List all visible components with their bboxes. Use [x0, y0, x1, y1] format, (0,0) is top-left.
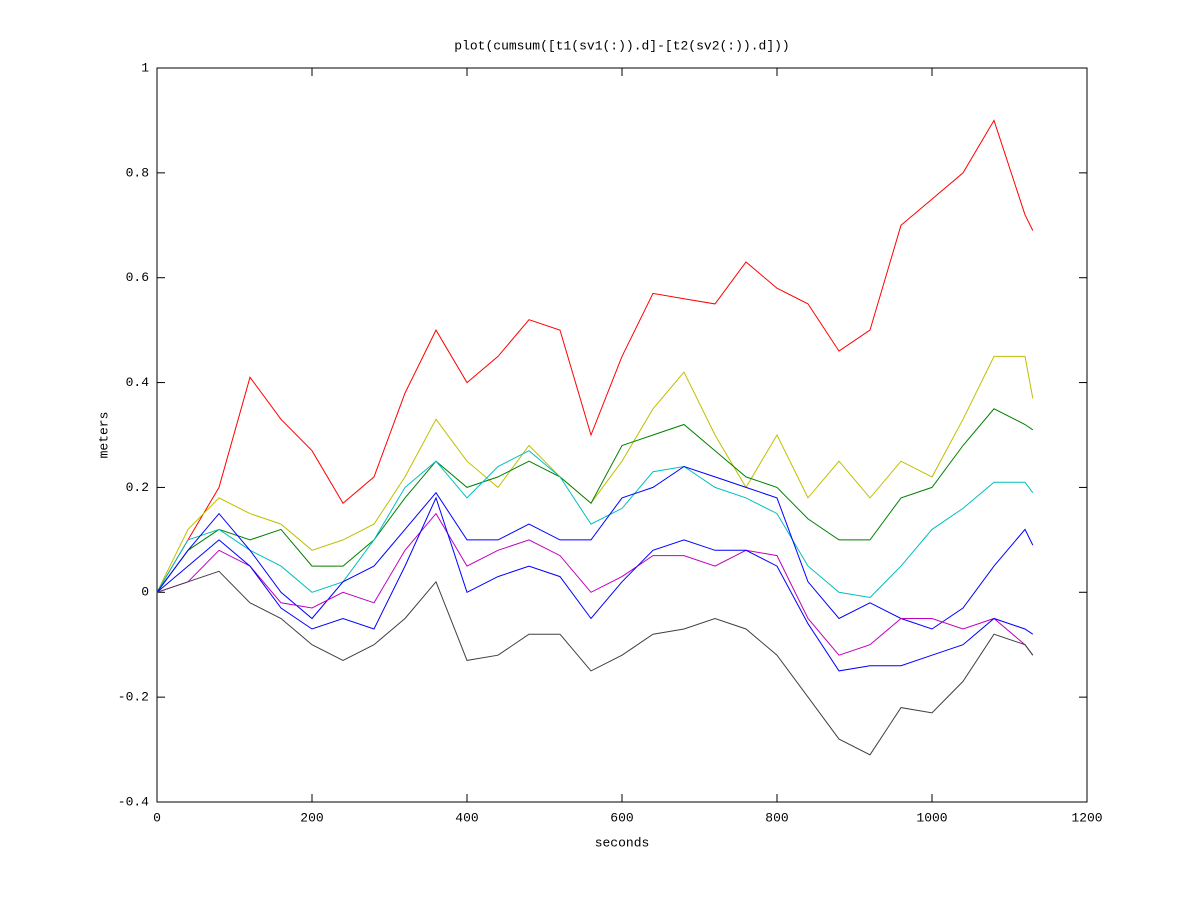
series-line	[156, 408, 1034, 593]
y-tick-label: 0.4	[126, 375, 150, 390]
series-line	[156, 570, 1034, 756]
series-line	[156, 512, 1034, 656]
series-line	[156, 496, 1034, 672]
chart-title: plot(cumsum([t1(sv1(:)).d]-[t2(sv2(:)).d…	[454, 38, 789, 53]
x-tick-label: 1000	[916, 810, 947, 825]
y-tick-label: 0	[141, 585, 149, 600]
x-tick-label: 200	[300, 810, 323, 825]
x-tick-label: 600	[610, 810, 633, 825]
y-tick-label: 0.6	[126, 270, 149, 285]
x-tick-label: 400	[455, 810, 478, 825]
series-line	[156, 355, 1034, 593]
y-axis-label: meters	[96, 412, 111, 459]
series-line	[156, 119, 1034, 593]
y-tick-label: 0.2	[126, 480, 149, 495]
x-tick-label: 1200	[1071, 810, 1102, 825]
x-tick-label: 0	[153, 810, 161, 825]
y-tick-label: 0.8	[126, 165, 149, 180]
y-tick-label: 1	[141, 60, 149, 75]
series-line	[156, 450, 1034, 599]
y-tick-label: -0.2	[118, 690, 149, 705]
x-axis-label: seconds	[595, 835, 650, 850]
series-line	[156, 465, 1034, 630]
x-tick-label: 800	[765, 810, 788, 825]
y-tick-label: -0.4	[118, 794, 149, 809]
